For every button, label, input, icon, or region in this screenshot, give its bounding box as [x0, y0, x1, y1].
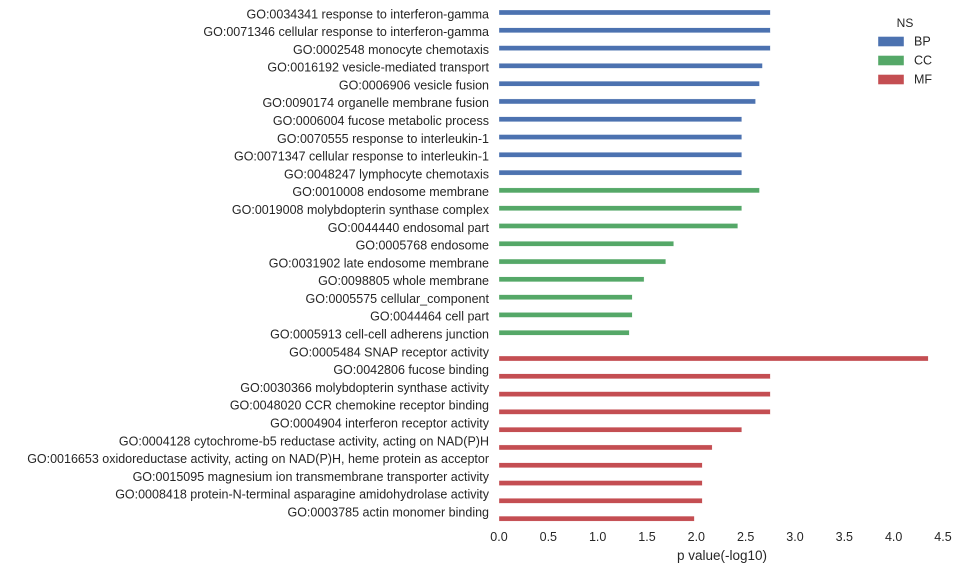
category-label: GO:0048020 CCR chemokine receptor bindin… [230, 399, 489, 413]
bar-bp [498, 152, 742, 158]
x-tick-label: 4.0 [885, 530, 902, 544]
legend-label: BP [914, 34, 931, 48]
bar-bp [498, 45, 771, 51]
category-label: GO:0004904 interferon receptor activity [270, 416, 490, 430]
legend-entries: BP CC MF [877, 34, 932, 86]
bar-mf [498, 409, 771, 415]
category-label: GO:0006004 fucose metabolic process [273, 114, 489, 128]
category-label: GO:0071346 cellular response to interfer… [203, 25, 489, 39]
bar-cc [498, 294, 633, 300]
category-label: GO:0044464 cell part [370, 310, 489, 324]
bar-mf [498, 498, 703, 504]
x-axis-ticks: 0.0 0.5 1.0 1.5 2.0 2.5 3.0 3.5 4.0 4.5 [490, 530, 951, 544]
category-label: GO:0005913 cell-cell adherens junction [270, 328, 489, 342]
bar-bp [498, 134, 742, 140]
category-label: GO:0034341 response to interferon-gamma [247, 7, 490, 21]
legend-title: NS [897, 16, 914, 30]
bar-cc [498, 205, 742, 211]
bar-bp [498, 81, 760, 87]
bar-mf [498, 373, 771, 379]
x-tick-label: 1.0 [589, 530, 606, 544]
category-label: GO:0016192 vesicle-mediated transport [267, 61, 489, 75]
category-label: GO:0005768 endosome [356, 239, 489, 253]
bar-mf [498, 515, 695, 522]
legend-swatch [877, 55, 905, 66]
bar-bp [498, 63, 763, 69]
x-tick-label: 1.5 [638, 530, 655, 544]
bar-cc [498, 330, 630, 336]
bar-bp [498, 27, 771, 33]
bar-cc [498, 258, 666, 265]
bar-cc [498, 223, 738, 229]
bar-bp [498, 98, 756, 105]
bar-mf [498, 462, 703, 468]
category-label: GO:0008418 protein-N-terminal asparagine… [115, 488, 490, 502]
x-axis-label: p value(-log10) [677, 548, 767, 563]
bar-cc [498, 276, 645, 283]
category-label: GO:0090174 organelle membrane fusion [262, 96, 489, 110]
category-label: GO:0030366 molybdopterin synthase activi… [240, 381, 489, 395]
bars [498, 9, 929, 522]
x-tick-label: 0.0 [490, 530, 507, 544]
category-label: GO:0005575 cellular_component [306, 292, 490, 306]
x-tick-label: 2.5 [737, 530, 754, 544]
category-label: GO:0019008 molybdopterin synthase comple… [232, 203, 490, 217]
category-label: GO:0044440 endosomal part [328, 221, 490, 235]
bar-cc [498, 187, 760, 194]
legend-swatch [877, 74, 905, 85]
x-tick-label: 2.0 [688, 530, 705, 544]
category-label: GO:0003785 actin monomer binding [287, 505, 489, 519]
category-label: GO:0004128 cytochrome-b5 reductase activ… [119, 434, 489, 448]
category-label: GO:0048247 lymphocyte chemotaxis [284, 167, 489, 181]
bar-bp [498, 116, 742, 122]
bar-cc [498, 312, 633, 318]
bar-mf [498, 444, 713, 451]
legend-swatch [877, 36, 905, 47]
bar-mf [498, 480, 703, 486]
legend-label: CC [914, 53, 932, 67]
legend: NS BP CC MF [877, 16, 932, 86]
bar-mf [498, 391, 771, 397]
category-label: GO:0006906 vesicle fusion [339, 78, 489, 92]
category-label: GO:0098805 whole membrane [318, 274, 489, 288]
category-label: GO:0071347 cellular response to interleu… [234, 150, 489, 164]
category-label: GO:0031902 late endosome membrane [269, 256, 489, 270]
category-label: GO:0002548 monocyte chemotaxis [293, 43, 489, 57]
category-label: GO:0015095 magnesium ion transmembrane t… [133, 470, 490, 484]
bar-mf [498, 355, 929, 362]
category-label: GO:0042806 fucose binding [333, 363, 489, 377]
category-label: GO:0016653 oxidoreductase activity, acti… [27, 452, 489, 466]
x-tick-label: 4.5 [934, 530, 951, 544]
category-label: GO:0070555 response to interleukin-1 [277, 132, 489, 146]
bar-mf [498, 427, 742, 433]
x-tick-label: 3.5 [836, 530, 853, 544]
category-labels: GO:0034341 response to interferon-gamma G… [27, 7, 490, 519]
legend-label: MF [914, 72, 932, 86]
bar-cc [498, 241, 674, 247]
x-tick-label: 0.5 [540, 530, 557, 544]
category-label: GO:0005484 SNAP receptor activity [289, 345, 490, 359]
bar-bp [498, 9, 771, 16]
category-label: GO:0010008 endosome membrane [292, 185, 489, 199]
x-tick-label: 3.0 [786, 530, 803, 544]
bar-bp [498, 169, 742, 176]
